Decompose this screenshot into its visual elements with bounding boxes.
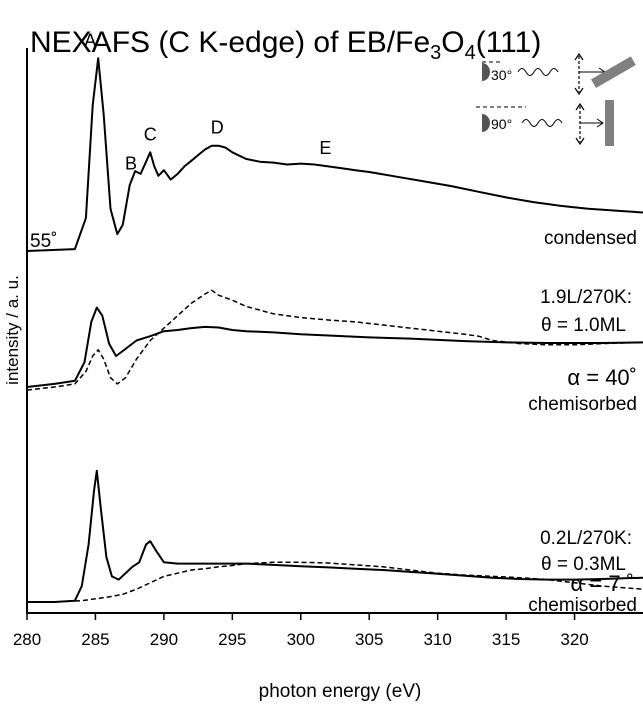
title-part-end: (111) [476,26,542,59]
x-ticks: 280 285 290 295 300 305 310 315 320 [13,613,589,649]
peak-label-E: E [319,138,331,158]
x-tick-label-300: 300 [287,630,315,649]
angle-label-55: 55˚ [30,231,57,252]
dose-label-0-2L: 0.2L/270K: [540,528,632,549]
title-sub-3: 3 [430,42,441,64]
series-0.2L-dashed [27,561,643,603]
label-condensed: condensed [544,228,637,249]
peak-label-D: D [211,118,224,138]
sample-icon-90 [605,100,614,146]
wave-icon-30 [517,68,559,76]
x-tick-label-290: 290 [150,630,178,649]
peak-label-C: C [144,124,157,144]
series-1.9L-dashed [26,289,643,391]
geometry-inset: 30° 90° [476,52,636,146]
x-tick-label-305: 305 [355,630,383,649]
wave-icon-90 [521,119,563,127]
x-tick-label-320: 320 [560,630,588,649]
title-part-main: NEXAFS (C K-edge) of EB/Fe [30,26,430,59]
dose-label-1-9L: 1.9L/270K: [540,287,632,308]
detector-icon-90 [482,114,490,132]
x-tick-label-310: 310 [423,630,451,649]
series-0.2L-solid [27,469,643,603]
x-tick-label-295: 295 [218,630,246,649]
alpha-label-7: α = 7 ˚ [571,571,634,596]
series-1.9L-solid [26,306,643,388]
inset-angle-30: 30° [491,67,512,83]
y-axis-label: intensity / a. u. [3,275,22,385]
spectra-group [26,57,643,603]
coverage-label-0-3ML: θ = 0.3ML [541,554,626,575]
x-axis-label: photon energy (eV) [259,681,422,702]
title-part-o: O [441,26,464,59]
sample-icon-30 [590,56,636,89]
series-condensed-solid [26,57,643,252]
peak-labels: A BC D E [84,30,331,173]
alpha-label-40: α = 40˚ [567,365,637,390]
label-chemisorbed-1: chemisorbed [528,394,637,415]
detector-icon-30 [482,63,490,81]
peak-label-B: B [125,154,137,174]
coverage-label-1-0ML: θ = 1.0ML [541,315,626,336]
title-sub-4: 4 [465,42,476,64]
label-chemisorbed-2: chemisorbed [528,595,637,616]
x-tick-label-315: 315 [492,630,520,649]
inset-angle-90: 90° [491,116,512,132]
x-tick-label-280: 280 [13,630,41,649]
x-tick-label-285: 285 [81,630,109,649]
peak-label-A: A [84,30,96,50]
chart-title: NEXAFS (C K-edge) of EB/Fe3O4(111) [30,26,541,64]
